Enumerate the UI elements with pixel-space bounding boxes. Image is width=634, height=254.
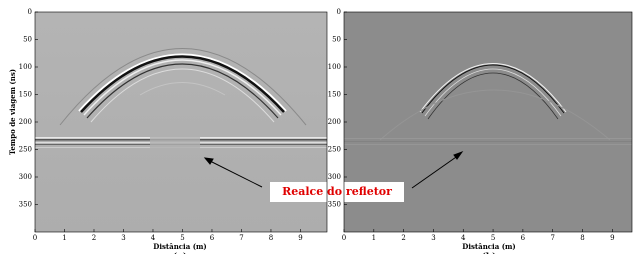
y-tick-label: 100 <box>19 63 32 71</box>
y-tick-label: 250 <box>328 146 341 154</box>
y-tick-label: 350 <box>328 201 341 209</box>
x-axis-label: Distância (m) <box>462 242 515 251</box>
y-tick-label: 100 <box>328 63 341 71</box>
x-tick-label: 3 <box>431 234 435 242</box>
y-tick-label: 50 <box>23 36 32 44</box>
x-tick-label: 8 <box>269 234 273 242</box>
y-tick-label: 150 <box>19 91 32 99</box>
y-tick-label: 300 <box>328 173 341 181</box>
x-tick-label: 7 <box>550 234 554 242</box>
x-tick-label: 2 <box>401 234 405 242</box>
y-tick-label: 200 <box>328 118 341 126</box>
x-tick-label: 6 <box>521 234 526 242</box>
x-tick-label: 1 <box>372 234 376 242</box>
x-axis-label: Distância (m) <box>153 242 206 251</box>
y-tick-label: 350 <box>19 201 32 209</box>
annotation: Realce do refletor <box>282 185 392 198</box>
y-tick-label: 200 <box>19 118 32 126</box>
x-tick-label: 4 <box>151 234 156 242</box>
x-tick-label: 0 <box>342 234 346 242</box>
y-tick-label: 300 <box>19 173 32 181</box>
y-tick-label: 0 <box>28 8 32 16</box>
x-tick-label: 8 <box>580 234 584 242</box>
x-tick-label: 7 <box>239 234 243 242</box>
y-tick-label: 0 <box>337 8 341 16</box>
y-tick-label: 50 <box>332 36 341 44</box>
y-tick-label: 150 <box>328 91 341 99</box>
y-tick-label: 250 <box>19 146 32 154</box>
x-tick-label: 1 <box>62 234 66 242</box>
x-tick-label: 6 <box>210 234 215 242</box>
x-tick-label: 0 <box>33 234 37 242</box>
x-tick-label: 5 <box>180 234 184 242</box>
x-tick-label: 3 <box>121 234 125 242</box>
x-tick-label: 4 <box>461 234 466 242</box>
y-axis-label: Tempo de viagem (ns) <box>8 69 17 155</box>
x-tick-label: 9 <box>298 234 302 242</box>
x-tick-label: 9 <box>610 234 614 242</box>
x-tick-label: 5 <box>491 234 495 242</box>
x-tick-label: 2 <box>92 234 96 242</box>
figure: Realce do refletor 012345678905010015020… <box>0 0 634 254</box>
